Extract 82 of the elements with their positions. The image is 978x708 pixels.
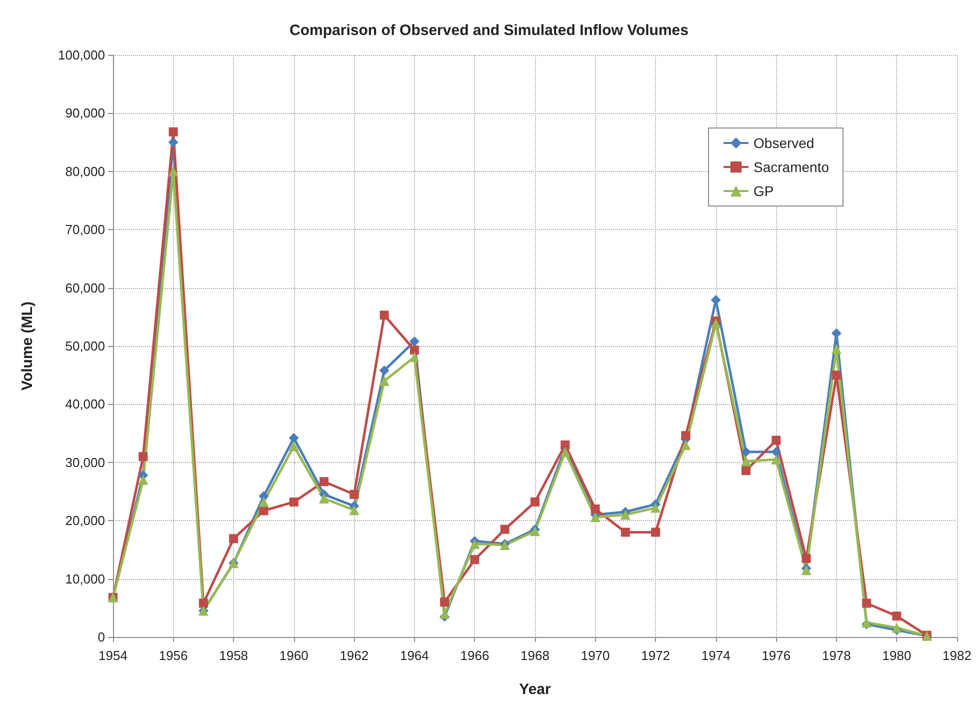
point bbox=[289, 497, 298, 506]
y-axis-title: Volume (ML) bbox=[19, 302, 36, 390]
point bbox=[380, 310, 389, 320]
point bbox=[680, 440, 691, 450]
x-tick-label: 1954 bbox=[98, 648, 128, 663]
point bbox=[771, 446, 782, 457]
x-tick-label: 1976 bbox=[762, 648, 791, 663]
point bbox=[410, 346, 419, 355]
point bbox=[258, 496, 269, 507]
point bbox=[530, 497, 540, 506]
point bbox=[138, 474, 148, 485]
chart-title: Comparison of Observed and Simulated Inflow Volumes bbox=[290, 22, 688, 39]
x-tick-label: 1964 bbox=[400, 648, 429, 663]
point bbox=[681, 431, 690, 440]
point bbox=[229, 534, 238, 544]
point bbox=[651, 528, 660, 537]
y-tick-label: 90,000 bbox=[65, 106, 105, 121]
y-tick-label: 100,000 bbox=[58, 48, 105, 62]
point bbox=[350, 490, 359, 499]
point bbox=[741, 446, 751, 457]
x-tick-label: 1956 bbox=[158, 648, 188, 663]
y-tick-label: 40,000 bbox=[65, 396, 105, 412]
y-tick-label: 70,000 bbox=[65, 222, 105, 238]
point bbox=[470, 555, 480, 564]
y-tick-label: 10,000 bbox=[65, 571, 105, 586]
point bbox=[349, 505, 360, 516]
point bbox=[802, 554, 811, 563]
point bbox=[168, 137, 178, 148]
point bbox=[288, 441, 299, 452]
x-tick-label: 1972 bbox=[641, 648, 670, 663]
y-tick-label: 30,000 bbox=[65, 454, 105, 470]
point bbox=[590, 512, 600, 522]
point bbox=[288, 432, 299, 443]
legend-label: Sacramento bbox=[754, 159, 830, 175]
x-tick-label: 1974 bbox=[701, 648, 730, 663]
point bbox=[409, 336, 420, 346]
point bbox=[500, 524, 510, 534]
x-tick-label: 1980 bbox=[882, 648, 912, 663]
y-tick-label: 60,000 bbox=[65, 280, 105, 296]
point bbox=[168, 166, 178, 176]
point bbox=[379, 365, 390, 376]
point bbox=[650, 502, 661, 513]
y-tick-label: 0 bbox=[98, 630, 105, 644]
point bbox=[742, 466, 750, 476]
point bbox=[741, 456, 751, 466]
y-tick-label: 80,000 bbox=[65, 164, 105, 179]
point bbox=[319, 493, 329, 504]
point bbox=[379, 376, 390, 386]
point bbox=[772, 436, 781, 445]
point bbox=[320, 477, 328, 486]
point bbox=[560, 446, 570, 457]
point bbox=[138, 452, 148, 462]
x-tick-label: 1978 bbox=[822, 648, 851, 663]
x-tick-label: 1966 bbox=[460, 648, 490, 663]
y-tick-label: 50,000 bbox=[65, 338, 105, 354]
point bbox=[620, 528, 630, 537]
point bbox=[440, 598, 450, 607]
x-tick-label: 1982 bbox=[942, 648, 972, 663]
y-tick-label: 20,000 bbox=[65, 513, 105, 528]
point bbox=[831, 328, 842, 338]
point bbox=[560, 440, 570, 450]
point bbox=[470, 538, 480, 549]
point bbox=[620, 510, 630, 520]
point bbox=[862, 598, 872, 608]
x-tick-label: 1960 bbox=[279, 648, 308, 663]
point bbox=[771, 454, 782, 464]
point bbox=[831, 344, 842, 354]
x-tick-label: 1962 bbox=[340, 648, 369, 663]
point bbox=[168, 127, 178, 136]
x-axis-title: Year bbox=[519, 681, 552, 698]
legend-label: Observed bbox=[754, 135, 814, 151]
x-tick-label: 1958 bbox=[219, 648, 248, 663]
point bbox=[409, 352, 420, 362]
point bbox=[892, 622, 902, 633]
point bbox=[892, 612, 902, 621]
x-tick-label: 1970 bbox=[580, 648, 610, 663]
point bbox=[710, 318, 721, 328]
point bbox=[198, 598, 208, 608]
point bbox=[832, 370, 841, 380]
x-tick-label: 1968 bbox=[520, 648, 550, 663]
point bbox=[590, 504, 600, 514]
legend-label: GP bbox=[754, 183, 774, 199]
